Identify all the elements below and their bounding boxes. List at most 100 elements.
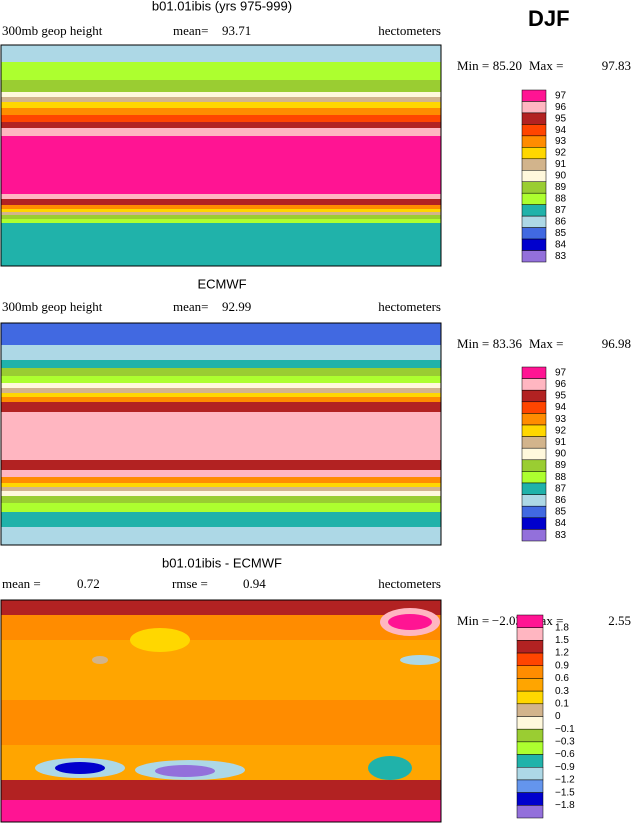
max-label: Max = xyxy=(529,336,563,351)
colorbar-label: 84 xyxy=(555,239,567,250)
map-contour-band xyxy=(1,477,441,483)
colorbar-swatch xyxy=(516,792,544,806)
mean-label: mean= xyxy=(173,23,208,38)
map-contour-band xyxy=(1,205,441,209)
colorbar-label: 95 xyxy=(555,391,567,402)
map-contour-band xyxy=(1,780,441,800)
map-contour-band xyxy=(1,368,441,376)
max-value: 2.55 xyxy=(608,613,631,628)
colorbar-label: 0 xyxy=(555,711,561,722)
panel-title: b01.01ibis - ECMWF xyxy=(162,555,282,570)
map-contour-band xyxy=(1,102,441,108)
colorbar-label: 90 xyxy=(555,449,567,460)
colorbar-label: 94 xyxy=(555,402,567,413)
map-frame xyxy=(0,599,442,823)
max-value: 96.98 xyxy=(602,336,631,351)
colorbar-label: 1.2 xyxy=(555,648,569,659)
colorbar-swatch xyxy=(521,192,547,205)
colorbar-label: −1.8 xyxy=(555,800,575,811)
colorbar-swatch xyxy=(521,238,547,251)
map-contour-band xyxy=(1,527,441,545)
colorbar-label: 91 xyxy=(555,437,567,448)
colorbar-label: 1.5 xyxy=(555,635,569,646)
colorbar-swatch xyxy=(516,690,544,705)
map-contour-band xyxy=(1,80,441,92)
map-contour-band xyxy=(1,209,441,212)
colorbar-label: 90 xyxy=(555,171,567,182)
map-contour-blob xyxy=(92,656,108,664)
map-frame xyxy=(0,322,442,546)
colorbar-swatch xyxy=(521,227,547,240)
map-contour-band xyxy=(1,397,441,402)
map-contour-band xyxy=(1,393,441,397)
colorbar-label: 97 xyxy=(555,367,567,378)
colorbar-swatch xyxy=(521,135,547,148)
map-contour-band xyxy=(1,383,441,388)
map-contour-band xyxy=(1,496,441,503)
map-frame xyxy=(0,44,442,267)
map-contour-band xyxy=(1,487,441,491)
colorbar-swatch xyxy=(521,101,547,114)
map-contour-band xyxy=(1,412,441,460)
colorbar-label: 0.3 xyxy=(555,686,569,697)
map-contour-band xyxy=(1,122,441,128)
colorbar-swatch xyxy=(516,767,544,781)
map-contour-band xyxy=(1,345,441,360)
panel-title: ECMWF xyxy=(197,276,246,291)
colorbar-swatch xyxy=(516,640,544,654)
mean-value: 93.71 xyxy=(222,23,251,38)
colorbar-label: 94 xyxy=(555,125,567,136)
map-contour-band xyxy=(1,215,441,219)
colorbar-label: 93 xyxy=(555,414,567,425)
map-contour-band xyxy=(1,199,441,205)
map-contour-band xyxy=(1,483,441,487)
map-contour-band xyxy=(1,92,441,97)
map-contour-band xyxy=(1,503,441,512)
field-name: 300mb geop height xyxy=(2,23,103,38)
colorbar-label: 0.9 xyxy=(555,660,569,671)
map-contour-blob xyxy=(155,765,215,777)
colorbar-swatch xyxy=(521,447,547,461)
colorbar-swatch xyxy=(521,215,547,228)
colorbar-swatch xyxy=(521,170,547,182)
colorbar-swatch xyxy=(521,89,547,102)
colorbar-label: 84 xyxy=(555,518,567,529)
colorbar-swatch xyxy=(516,627,544,641)
min-label: Min = xyxy=(457,613,489,628)
colorbar-label: −1.5 xyxy=(555,787,575,798)
colorbar-swatch xyxy=(516,716,544,730)
colorbar-swatch xyxy=(521,471,547,484)
colorbar-swatch xyxy=(521,158,547,171)
map-contour-band xyxy=(1,219,441,223)
colorbar-swatch xyxy=(521,147,547,160)
map-contour-band xyxy=(1,491,441,496)
colorbar-label: 91 xyxy=(555,159,567,170)
colorbar-label: 86 xyxy=(555,217,567,228)
field-name: 300mb geop height xyxy=(2,299,103,314)
max-value: 97.83 xyxy=(602,58,631,73)
units: hectometers xyxy=(378,23,441,38)
colorbar-swatch xyxy=(521,529,547,542)
min-label: Min = xyxy=(457,336,489,351)
map-contour-band xyxy=(1,360,441,368)
colorbar-swatch xyxy=(516,652,544,666)
colorbar-swatch xyxy=(516,805,544,819)
colorbar-label: 92 xyxy=(555,425,567,436)
min-value: 83.36 xyxy=(493,336,523,351)
colorbar-label: −0.9 xyxy=(555,762,575,773)
map-contour-blob xyxy=(400,655,440,665)
units: hectometers xyxy=(378,299,441,314)
map-contour-band xyxy=(1,460,441,470)
colorbar-label: 87 xyxy=(555,483,567,494)
map-contour-band xyxy=(1,212,441,215)
colorbar-swatch xyxy=(521,424,547,437)
colorbar-label: 97 xyxy=(555,90,567,101)
colorbar-swatch xyxy=(521,112,547,125)
mean-value: 92.99 xyxy=(222,299,251,314)
map-contour-band xyxy=(1,376,441,383)
colorbar-swatch xyxy=(521,389,547,403)
colorbar-label: −0.3 xyxy=(555,737,575,748)
map-contour-band xyxy=(1,62,441,80)
min-label: Min = xyxy=(457,58,489,73)
